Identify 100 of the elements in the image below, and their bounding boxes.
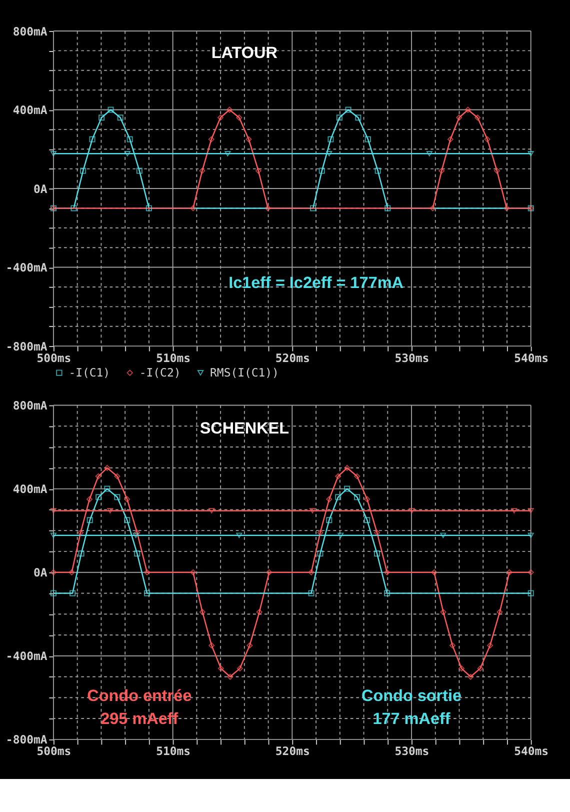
y-tick-label: 0A [33,566,48,580]
legend-label: -I(C2) [139,366,181,380]
point [50,532,56,538]
point [464,106,471,113]
y-tick-label: 400mA [12,482,48,496]
point [431,569,438,576]
point [98,114,105,121]
point [132,532,139,538]
x-tick-label: 540ms [514,350,549,365]
point [50,590,56,596]
point [199,609,206,616]
point [336,114,342,121]
point [496,609,503,616]
point [114,473,120,480]
point [144,569,150,576]
point [236,665,243,672]
point [134,530,140,536]
point [344,486,350,492]
point [338,532,344,538]
point [246,642,253,648]
point [208,136,214,142]
point [506,569,512,576]
point [217,114,224,121]
y-tick-label: 800mA [12,398,48,413]
text: SCHENKEL [200,419,290,438]
point [117,114,124,121]
point [89,136,96,142]
point [384,590,390,596]
point [326,496,332,502]
y-tick-label: -800mA [6,732,48,747]
point [474,114,481,121]
point [354,473,360,480]
point [494,168,500,174]
text: LATOUR [211,44,278,62]
x-tick-label: 510ms [156,744,191,758]
point [218,665,224,672]
point [224,150,231,156]
x-tick-label: 500ms [36,350,72,365]
point [318,168,325,174]
point [96,494,102,500]
point [504,205,510,212]
point [50,150,56,156]
point [364,136,371,142]
point [477,665,484,672]
point [345,106,352,113]
y-tick-label: -800mA [6,339,48,354]
point [440,532,446,538]
point [208,508,215,514]
y-tick-label: -400mA [6,649,48,664]
point [114,494,120,500]
point [199,168,206,174]
point [236,532,242,538]
point [408,508,415,514]
point [374,550,380,557]
point [124,150,130,156]
point [256,609,262,616]
y-tick-label: 0A [33,182,48,196]
point [440,609,446,616]
point [528,569,534,576]
point [104,486,110,492]
point [354,494,360,500]
point [78,550,84,557]
point [487,642,494,648]
point [335,494,342,500]
point [227,674,234,680]
x-tick-label: 500ms [36,744,72,758]
point [78,530,84,536]
x-tick-label: 520ms [275,350,310,365]
legend-label: -I(C1) [68,366,110,380]
point [95,473,102,480]
legend-label: RMS(I(C1)) [210,366,279,380]
point [317,550,324,557]
y-tick-label: 400mA [12,103,48,118]
point [144,590,150,596]
point [70,590,76,596]
point [264,205,271,212]
point [511,508,518,514]
x-tick-label: 520ms [275,744,310,758]
point [447,136,454,142]
point [68,569,75,576]
x-tick-label: 530ms [394,350,430,365]
point [528,508,534,514]
point [126,136,133,142]
point [484,136,490,142]
point [458,665,465,672]
x-tick-label: 530ms [394,744,430,758]
point [449,642,456,648]
point [310,205,316,212]
point [326,150,332,156]
point [308,590,314,596]
point [108,106,114,113]
point [384,569,390,576]
y-tick-label: -400mA [6,260,48,275]
point [134,550,140,557]
point [528,532,534,538]
point [136,168,142,174]
point [317,530,324,536]
point [344,464,350,471]
point [190,205,196,212]
point [326,517,332,524]
